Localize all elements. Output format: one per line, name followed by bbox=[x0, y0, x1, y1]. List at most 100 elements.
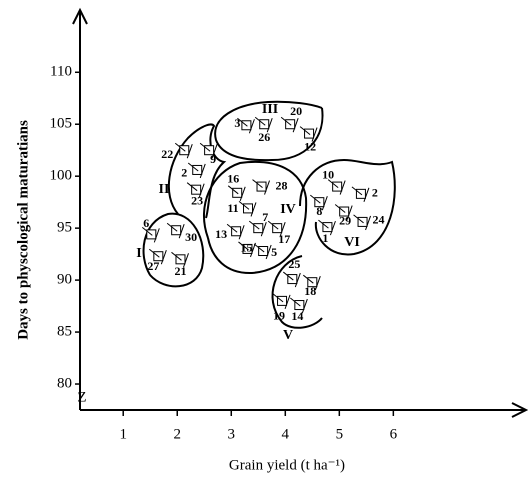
y-tick-label: 80 bbox=[57, 375, 72, 391]
point-label: 17 bbox=[278, 232, 290, 246]
point-whisker bbox=[238, 201, 250, 210]
point-whisker bbox=[318, 219, 329, 229]
data-point bbox=[318, 219, 336, 236]
point-whisker bbox=[314, 276, 321, 291]
point-whisker bbox=[174, 142, 186, 152]
point-whisker bbox=[178, 224, 185, 239]
data-point bbox=[334, 204, 353, 220]
point-whisker bbox=[187, 162, 199, 172]
data-point bbox=[238, 241, 256, 258]
point-whisker bbox=[254, 116, 266, 126]
point-whisker bbox=[266, 118, 273, 133]
data-point bbox=[149, 248, 167, 265]
point-label: 24 bbox=[373, 213, 385, 227]
point-whisker bbox=[153, 228, 160, 243]
point-whisker bbox=[329, 220, 336, 236]
cluster-label: III bbox=[262, 102, 278, 117]
point-whisker bbox=[183, 253, 189, 268]
point-label: 10 bbox=[322, 167, 334, 181]
point-label: 22 bbox=[161, 147, 173, 161]
point-whisker bbox=[211, 144, 218, 159]
point-whisker bbox=[248, 119, 255, 134]
point-whisker bbox=[346, 205, 353, 220]
point-label: 27 bbox=[147, 259, 159, 273]
point-whisker bbox=[365, 215, 372, 231]
data-point bbox=[226, 223, 245, 240]
cluster-label: VI bbox=[344, 235, 360, 250]
data-point bbox=[248, 220, 267, 237]
point-whisker bbox=[250, 242, 256, 258]
x-tick-label: 4 bbox=[282, 426, 290, 442]
data-point bbox=[174, 142, 193, 159]
point-whisker bbox=[149, 248, 160, 258]
cluster-boundaries bbox=[142, 100, 396, 329]
data-point bbox=[310, 194, 328, 211]
y-axis-label: Days to physcological maturatians bbox=[15, 120, 31, 340]
point-whisker bbox=[252, 179, 263, 188]
point-whisker bbox=[294, 272, 301, 288]
y-tick-label: 90 bbox=[57, 272, 72, 288]
data-point bbox=[327, 179, 346, 195]
data-point bbox=[166, 222, 185, 239]
data-point bbox=[283, 271, 301, 288]
point-whisker bbox=[339, 180, 346, 195]
data-point bbox=[353, 214, 372, 231]
y-tick-label: 95 bbox=[57, 220, 72, 236]
point-whisker bbox=[267, 220, 279, 230]
point-label: 2 bbox=[372, 186, 378, 200]
point-whisker bbox=[334, 204, 346, 213]
point-whisker bbox=[166, 222, 178, 232]
y-tick-label: 105 bbox=[50, 116, 73, 132]
x-tick-label: 1 bbox=[119, 426, 127, 442]
cluster-label: II bbox=[159, 182, 170, 197]
cluster-i-boundary bbox=[142, 212, 205, 288]
point-whisker bbox=[250, 202, 257, 217]
data-point bbox=[280, 116, 299, 133]
point-whisker bbox=[260, 221, 267, 237]
data-point bbox=[254, 116, 273, 133]
point-whisker bbox=[160, 250, 167, 265]
point-label: 26 bbox=[258, 130, 270, 144]
cluster-iv-boundary bbox=[203, 161, 308, 275]
point-label: 14 bbox=[291, 309, 303, 323]
point-label: 21 bbox=[174, 264, 186, 278]
data-point bbox=[238, 201, 257, 217]
y-tick-label: 100 bbox=[50, 168, 73, 184]
data-point bbox=[272, 293, 291, 310]
point-label: 13 bbox=[215, 227, 227, 241]
point-whisker bbox=[253, 243, 265, 253]
point-whisker bbox=[186, 182, 198, 192]
cluster-v-boundary bbox=[271, 255, 323, 329]
point-label: 19 bbox=[273, 309, 285, 323]
point-label: 15 bbox=[240, 241, 252, 255]
x-axis-arrow bbox=[511, 402, 528, 418]
x-axis-label: Grain yield (t ha⁻¹) bbox=[229, 457, 345, 473]
point-whisker bbox=[301, 298, 308, 314]
point-whisker bbox=[280, 116, 292, 126]
data-point bbox=[171, 251, 189, 268]
point-label: 6 bbox=[143, 216, 149, 230]
point-whisker bbox=[171, 251, 182, 261]
y-tick-label: 85 bbox=[57, 324, 72, 340]
data-point bbox=[253, 243, 272, 260]
data-point bbox=[237, 117, 255, 134]
point-whisker bbox=[265, 244, 272, 260]
point-whisker bbox=[264, 180, 270, 195]
point-label: 20 bbox=[290, 104, 302, 118]
point-label: 9 bbox=[210, 152, 216, 166]
point-whisker bbox=[299, 126, 311, 135]
point-whisker bbox=[248, 220, 260, 230]
data-point bbox=[290, 297, 308, 314]
point-label: 5 bbox=[271, 245, 277, 259]
point-whisker bbox=[363, 187, 370, 203]
data-point bbox=[186, 182, 205, 198]
point-whisker bbox=[353, 214, 364, 224]
point-label: 2 bbox=[181, 166, 187, 180]
point-whisker bbox=[302, 274, 314, 284]
point-whisker bbox=[351, 186, 363, 196]
data-point bbox=[302, 274, 321, 291]
point-label: 8 bbox=[316, 204, 322, 218]
point-whisker bbox=[272, 293, 284, 303]
cluster-label: I bbox=[136, 246, 141, 261]
point-whisker bbox=[327, 179, 339, 188]
